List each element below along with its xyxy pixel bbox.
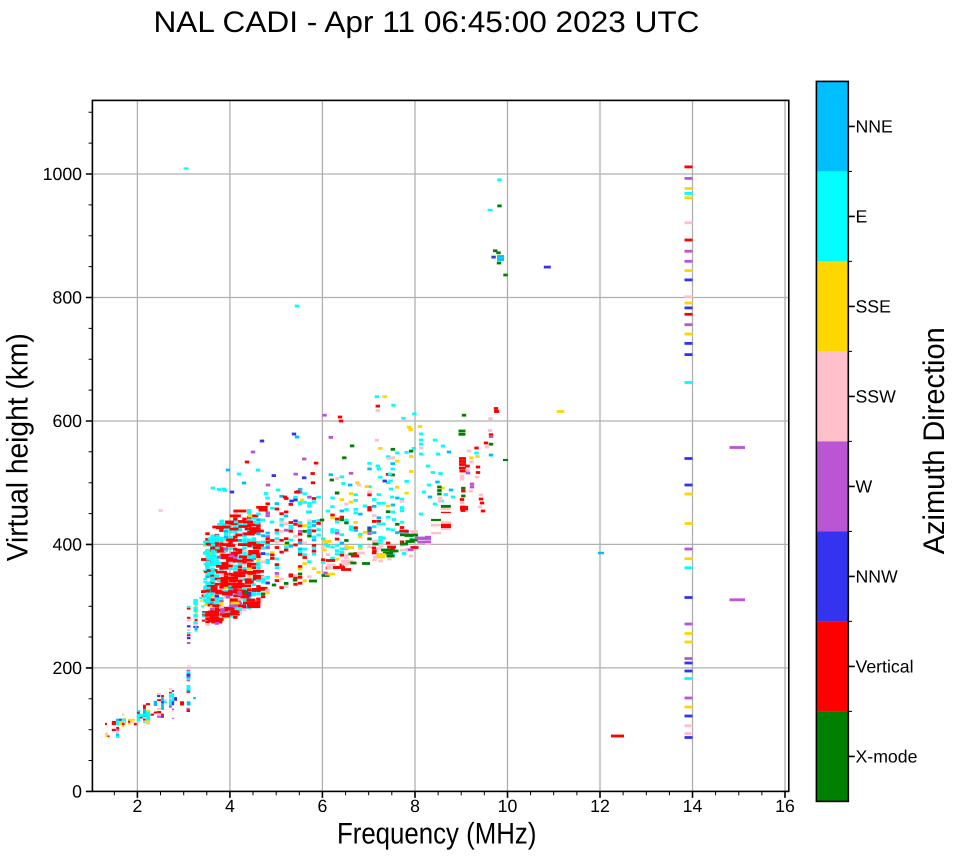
svg-text:4: 4: [225, 796, 235, 816]
svg-text:Frequency (MHz): Frequency (MHz): [337, 817, 537, 850]
svg-text:400: 400: [52, 535, 82, 555]
svg-text:NNE: NNE: [856, 117, 894, 137]
svg-text:600: 600: [52, 411, 82, 431]
svg-text:SSE: SSE: [856, 297, 892, 317]
svg-text:6: 6: [317, 796, 327, 816]
svg-text:Azimuth Direction: Azimuth Direction: [918, 327, 951, 554]
svg-text:Virtual height (km): Virtual height (km): [1, 333, 34, 561]
svg-text:800: 800: [52, 288, 82, 308]
svg-text:X-mode: X-mode: [856, 747, 918, 767]
svg-text:10: 10: [498, 796, 518, 816]
svg-text:200: 200: [52, 658, 82, 678]
svg-text:NNW: NNW: [856, 567, 899, 587]
svg-text:14: 14: [683, 796, 703, 816]
svg-text:Vertical: Vertical: [856, 657, 914, 677]
svg-text:NAL CADI - Apr 11 06:45:00 202: NAL CADI - Apr 11 06:45:00 2023 UTC: [154, 6, 700, 39]
svg-text:0: 0: [72, 782, 82, 802]
svg-text:W: W: [856, 477, 873, 497]
svg-text:SSW: SSW: [856, 387, 897, 407]
svg-text:12: 12: [590, 796, 610, 816]
svg-text:16: 16: [775, 796, 795, 816]
svg-text:8: 8: [410, 796, 420, 816]
svg-text:1000: 1000: [43, 164, 83, 184]
svg-text:2: 2: [132, 796, 142, 816]
svg-text:E: E: [856, 207, 868, 227]
